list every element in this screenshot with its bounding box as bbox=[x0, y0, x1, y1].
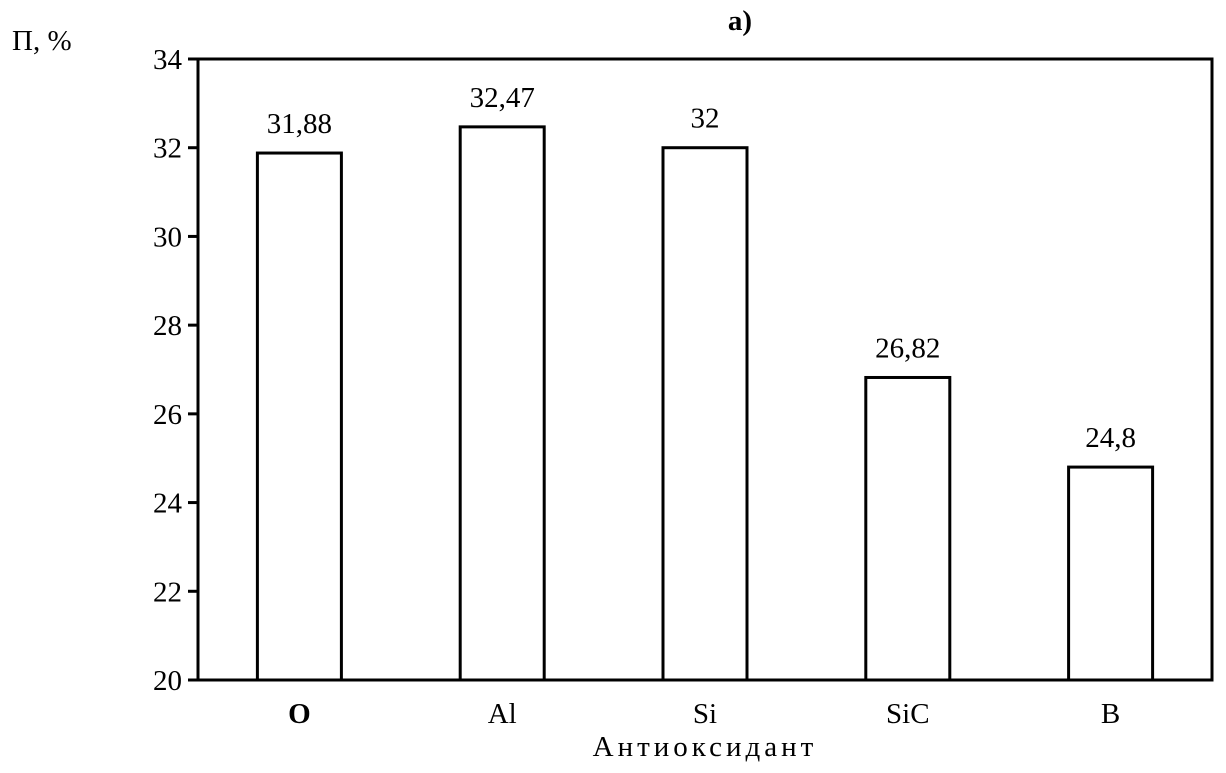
bar-value-label: 32,47 bbox=[470, 82, 535, 114]
y-tick-label: 34 bbox=[153, 44, 183, 76]
y-tick-label: 26 bbox=[153, 399, 182, 431]
x-category-label: Si bbox=[693, 698, 717, 730]
x-category-label: Al bbox=[488, 698, 517, 730]
bar bbox=[1067, 465, 1155, 682]
bar-value-label: 26,82 bbox=[875, 332, 940, 364]
y-tick-label: 28 bbox=[153, 310, 182, 342]
chart-title: а) bbox=[728, 5, 752, 37]
x-category-label: SiC bbox=[886, 698, 930, 730]
y-tick-label: 20 bbox=[153, 665, 182, 697]
y-tick-label: 32 bbox=[153, 133, 182, 165]
bar bbox=[661, 146, 749, 682]
y-tick-label: 24 bbox=[153, 488, 183, 520]
y-tick-label: 22 bbox=[153, 576, 182, 608]
plot-frame bbox=[196, 57, 1214, 682]
bar bbox=[864, 375, 952, 682]
y-tick-label: 30 bbox=[153, 221, 182, 253]
x-axis-label: Антиоксидант bbox=[593, 731, 818, 763]
y-axis-ticks: 20 22 24 26 28 30 32 34 bbox=[153, 44, 198, 697]
bar-value-label: 32 bbox=[691, 103, 720, 135]
y-axis-label: П, % bbox=[12, 25, 72, 57]
bars-group: 31,88 32,47 32 26,82 24,8 bbox=[255, 82, 1155, 682]
bar-value-label: 31,88 bbox=[267, 108, 332, 140]
bar-value-label: 24,8 bbox=[1085, 422, 1136, 454]
bar bbox=[458, 125, 546, 682]
bar bbox=[255, 151, 343, 682]
x-category-label: О bbox=[288, 698, 311, 730]
x-category-label: В bbox=[1101, 698, 1120, 730]
x-axis-categories: О Al Si SiC В bbox=[288, 698, 1120, 730]
